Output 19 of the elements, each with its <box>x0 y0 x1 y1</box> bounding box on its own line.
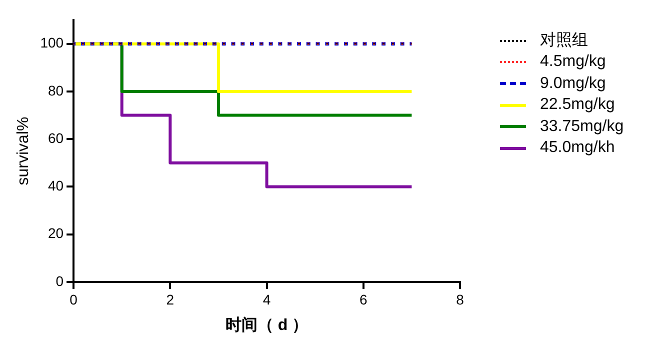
y-tick-label: 0 <box>56 272 64 289</box>
x-tick-label: 4 <box>262 291 271 308</box>
y-axis-title: survival% <box>15 116 32 186</box>
legend-label: 45.0mg/kh <box>540 139 615 158</box>
y-tick-label: 80 <box>48 82 64 98</box>
y-tick-label: 100 <box>40 34 64 51</box>
legend-label: 33.75mg/kg <box>540 118 624 136</box>
x-tick-label: 8 <box>456 291 464 308</box>
legend-label: 22.5mg/kg <box>540 96 615 114</box>
y-tick-label: 40 <box>48 178 64 194</box>
x-tick-label: 0 <box>70 291 78 308</box>
y-tick-label: 20 <box>48 225 64 242</box>
x-tick-label: 6 <box>359 291 368 308</box>
legend-label: 9.0mg/kg <box>540 74 606 93</box>
legend-label: 4.5mg/kg <box>540 53 606 72</box>
x-axis-title: 时间（ d ） <box>225 316 308 334</box>
legend-label: 对照组 <box>540 30 588 52</box>
x-tick-label: 2 <box>166 291 174 308</box>
y-tick-label: 60 <box>48 130 64 146</box>
